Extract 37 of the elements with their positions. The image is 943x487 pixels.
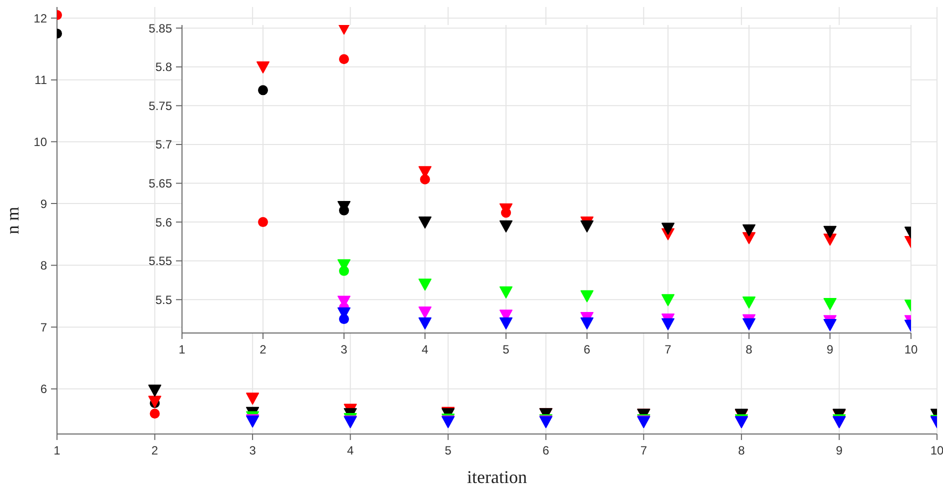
- x-tick-label: 5: [502, 342, 510, 357]
- y-tick-label: 8: [40, 258, 48, 273]
- y-tick-label: 11: [34, 73, 48, 88]
- y-tick-label: 5.7: [155, 138, 172, 152]
- y-tick-label: 5.85: [148, 21, 172, 36]
- y-axis-title: n m: [2, 206, 22, 234]
- y-tick-label: 5.55: [148, 254, 172, 268]
- x-tick-label: 4: [346, 444, 354, 458]
- x-tick-label: 6: [542, 444, 550, 458]
- x-tick-label: 9: [836, 444, 843, 458]
- x-tick-label: 1: [54, 444, 61, 458]
- x-tick-label: 6: [584, 342, 591, 357]
- y-tick-label: 6: [40, 382, 48, 396]
- y-tick-label: 5.8: [155, 60, 172, 74]
- x-tick-label: 10: [930, 444, 943, 458]
- y-tick-label: 12: [34, 11, 48, 26]
- x-tick-label: 8: [738, 444, 746, 458]
- x-tick-label: 2: [260, 342, 267, 357]
- y-tick-label: 5.65: [148, 176, 172, 191]
- y-tick-label: 9: [40, 196, 48, 211]
- y-tick-label: 5.75: [148, 98, 172, 113]
- x-tick-label: 2: [151, 444, 158, 458]
- x-tick-label: 7: [664, 342, 672, 357]
- y-tick-label: 5.6: [155, 215, 172, 230]
- x-tick-label: 5: [444, 444, 452, 458]
- x-tick-label: 3: [340, 342, 348, 357]
- x-tick-label: 7: [640, 444, 648, 458]
- x-tick-label: 1: [178, 342, 186, 357]
- y-tick-label: 5.5: [155, 292, 172, 307]
- y-tick-label: 7: [40, 320, 48, 334]
- x-tick-label: 3: [249, 444, 256, 458]
- y-tick-label: 10: [34, 134, 48, 149]
- x-tick-label: 9: [826, 342, 834, 357]
- x-axis-title: iteration: [467, 467, 527, 487]
- x-tick-label: 10: [904, 342, 918, 357]
- x-tick-label: 8: [746, 342, 753, 357]
- x-tick-label: 4: [422, 342, 429, 357]
